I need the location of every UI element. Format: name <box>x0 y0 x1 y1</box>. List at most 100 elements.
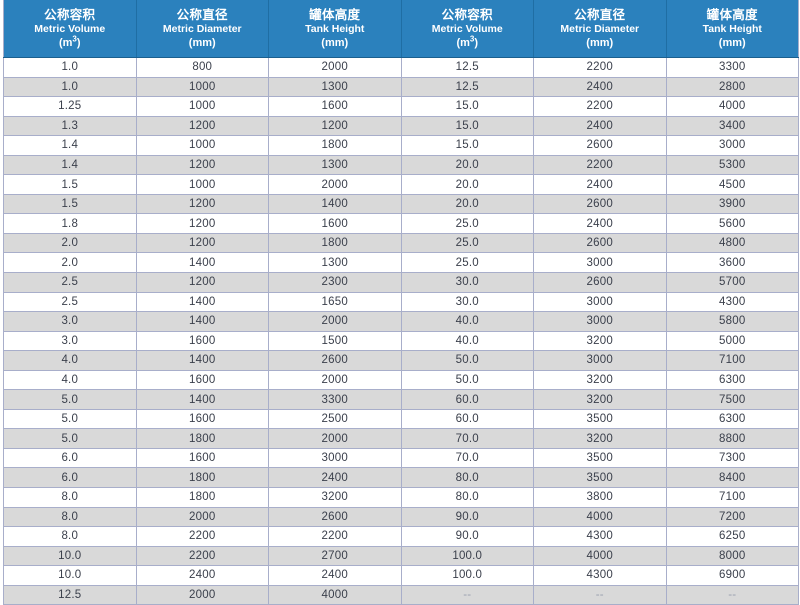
cell-diameter2: 2600 <box>533 272 667 293</box>
cell-diameter2: 3500 <box>533 467 667 489</box>
table-row: 1.5 1200 1400 20.0 2600 3900 <box>3 194 799 215</box>
cell-volume: 1.25 <box>3 96 137 117</box>
cell-height2: 5300 <box>666 155 799 176</box>
cell-volume2: 50.0 <box>401 350 534 371</box>
column-header-unit: (m3) <box>404 34 532 50</box>
table-row: 1.0 1000 1300 12.5 2400 2800 <box>3 77 799 98</box>
cell-diameter: 800 <box>136 57 269 78</box>
cell-volume: 1.5 <box>3 174 137 195</box>
cell-height: 1300 <box>268 155 402 176</box>
column-header-diameter: 公称直径 Metric Diameter (mm) <box>136 0 269 58</box>
cell-volume: 6.0 <box>3 448 137 469</box>
cell-diameter: 2000 <box>136 585 269 605</box>
cell-diameter2: 3800 <box>533 487 667 508</box>
table-row: 1.3 1200 1200 15.0 2400 3400 <box>3 116 799 137</box>
table-row: 6.0 1600 3000 70.0 3500 7300 <box>3 448 799 469</box>
table-row: 4.0 1600 2000 50.0 3200 6300 <box>3 370 799 391</box>
cell-diameter: 1000 <box>136 174 269 195</box>
cell-diameter: 1200 <box>136 233 269 254</box>
cell-volume: 2.5 <box>3 292 137 313</box>
cell-diameter: 1200 <box>136 116 269 137</box>
table-row: 1.8 1200 1600 25.0 2400 5600 <box>3 213 799 234</box>
cell-volume: 4.0 <box>3 350 137 371</box>
cell-diameter: 2400 <box>136 565 269 586</box>
table-row: 1.5 1000 2000 20.0 2400 4500 <box>3 174 799 195</box>
column-header-height: 罐体高度 Tank Height (mm) <box>268 0 402 58</box>
cell-diameter: 1800 <box>136 428 269 449</box>
cell-height2: 5600 <box>666 213 799 234</box>
cell-height: 1800 <box>268 135 402 156</box>
table-row: 1.4 1200 1300 20.0 2200 5300 <box>3 155 799 176</box>
table-row: 2.5 1200 2300 30.0 2600 5700 <box>3 272 799 293</box>
cell-volume2: 30.0 <box>401 272 534 293</box>
column-header-unit: (mm) <box>321 36 349 49</box>
table-row: 8.0 2200 2200 90.0 4300 6250 <box>3 526 799 547</box>
cell-height: 2500 <box>268 409 402 430</box>
cell-height2: 3400 <box>666 116 799 137</box>
cell-volume: 10.0 <box>3 565 137 586</box>
cell-diameter: 1200 <box>136 194 269 215</box>
cell-volume2: 25.0 <box>401 213 534 234</box>
column-header-title-cn: 罐体高度 <box>309 7 361 22</box>
unit-tail: ) <box>474 36 479 49</box>
cell-diameter2: 2200 <box>533 96 667 117</box>
cell-height: 2000 <box>268 311 402 332</box>
cell-height2: 8000 <box>666 546 799 567</box>
cell-height: 3200 <box>268 487 402 508</box>
cell-height: 2400 <box>268 467 402 489</box>
cell-diameter2: 3500 <box>533 448 667 469</box>
cell-diameter2: 3000 <box>533 252 667 274</box>
cell-diameter2: 3200 <box>533 428 667 449</box>
cell-volume2: 20.0 <box>401 194 534 215</box>
cell-volume2: 12.5 <box>401 57 534 78</box>
cell-height: 2000 <box>268 428 402 449</box>
cell-diameter: 1200 <box>136 155 269 176</box>
cell-height: 2700 <box>268 546 402 567</box>
cell-height2: 6300 <box>666 370 799 391</box>
unit-base: (m <box>58 36 73 49</box>
cell-height2: 7100 <box>666 487 799 508</box>
cell-diameter: 1400 <box>136 292 269 313</box>
cell-volume: 3.0 <box>3 331 137 352</box>
cell-volume2: 60.0 <box>401 389 534 410</box>
cell-diameter2: 3000 <box>533 292 667 313</box>
cell-volume: 10.0 <box>3 546 137 567</box>
cell-height2: 3300 <box>666 57 799 78</box>
cell-volume2: 70.0 <box>401 428 534 449</box>
column-header-title-cn: 罐体高度 <box>706 7 758 22</box>
cell-volume2: 20.0 <box>401 174 534 195</box>
cell-diameter2: 3000 <box>533 311 667 332</box>
cell-diameter: 1200 <box>136 213 269 234</box>
cell-volume2: 90.0 <box>401 526 534 547</box>
column-header-title-en: Metric Diameter <box>560 22 640 35</box>
cell-height2: 3000 <box>666 135 799 156</box>
cell-volume: 1.4 <box>3 135 137 156</box>
cell-height: 1650 <box>268 292 402 313</box>
table-row: 5.0 1600 2500 60.0 3500 6300 <box>3 409 799 430</box>
cell-volume: 2.0 <box>3 233 137 254</box>
table-header: 公称容积 Metric Volume (m3) 公称直径 Metric Diameter… <box>3 0 799 58</box>
cell-diameter2: 4000 <box>533 546 667 567</box>
cell-height: 1800 <box>268 233 402 254</box>
cell-height2: 2800 <box>666 77 799 98</box>
tank-specification-table: 公称容积 Metric Volume (m3) 公称直径 Metric Diameter… <box>3 0 799 605</box>
cell-height2: 7200 <box>666 507 799 528</box>
column-header-title-en: Metric Volume <box>34 22 106 35</box>
cell-diameter: 1600 <box>136 448 269 469</box>
column-header-title-cn: 公称容积 <box>44 7 96 22</box>
table-row: 2.0 1400 1300 25.0 3000 3600 <box>3 252 799 274</box>
cell-height2: 4000 <box>666 96 799 117</box>
cell-diameter2: 2600 <box>533 135 667 156</box>
cell-diameter: 1200 <box>136 272 269 293</box>
cell-height: 1600 <box>268 96 402 117</box>
column-header-title-en: Tank Height <box>305 22 365 35</box>
cell-volume2: 100.0 <box>401 546 534 567</box>
cell-diameter: 1000 <box>136 96 269 117</box>
cell-volume2: 40.0 <box>401 331 534 352</box>
column-header-title-cn: 公称直径 <box>574 7 626 22</box>
cell-height2: 4800 <box>666 233 799 254</box>
table-row: 3.0 1400 2000 40.0 3000 5800 <box>3 311 799 332</box>
table-row: 10.0 2200 2700 100.0 4000 8000 <box>3 546 799 567</box>
table-row: 10.0 2400 2400 100.0 4300 6900 <box>3 565 799 586</box>
cell-volume: 1.8 <box>3 213 137 234</box>
